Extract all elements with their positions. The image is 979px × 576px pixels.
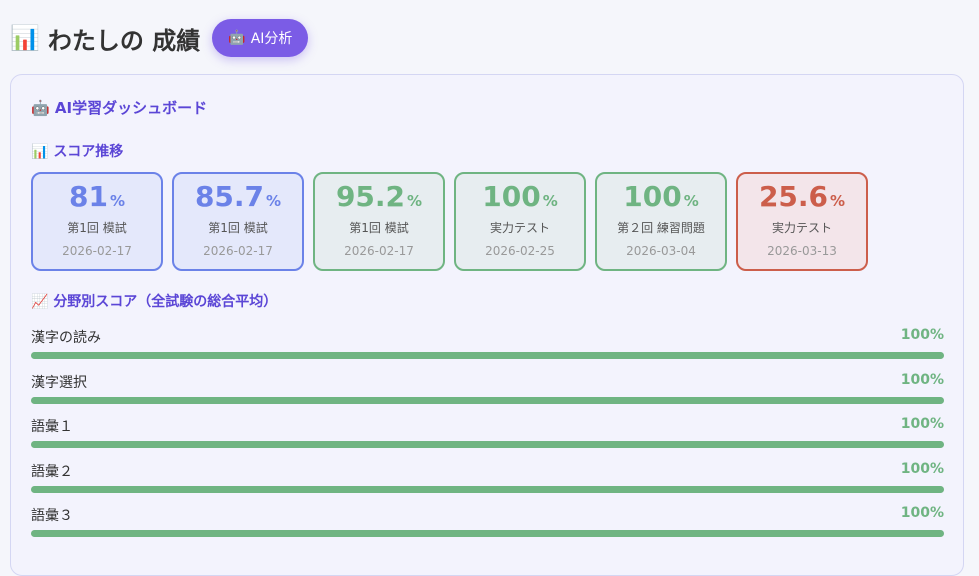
test-date: 2026-02-17: [344, 244, 414, 258]
test-name: 第1回 模試: [208, 221, 268, 235]
robot-icon: 🤖: [31, 99, 50, 117]
score-number: 100: [482, 180, 541, 213]
test-date: 2026-02-25: [485, 244, 555, 258]
subject-label: 漢字の読み: [31, 330, 101, 346]
progress-fill: [31, 441, 944, 448]
progress-bar: [31, 352, 944, 359]
dashboard-title: 🤖 AI学習ダッシュボード: [31, 97, 207, 118]
score-unit: %: [830, 192, 846, 210]
score-card[interactable]: 100% 実力テスト 2026-02-25: [454, 172, 586, 271]
score-card[interactable]: 100% 第２回 練習問題 2026-03-04: [595, 172, 727, 271]
subject-scores-title-text: 分野別スコア（全試験の総合平均）: [53, 294, 278, 310]
subject-label: 語彙２: [31, 463, 73, 480]
score-value: 100%: [597, 181, 725, 217]
progress-bar: [31, 485, 944, 493]
score-number: 81: [69, 180, 108, 213]
score-card[interactable]: 25.6% 実力テスト 2026-03-13: [736, 172, 868, 271]
score-cards: 81% 第1回 模試 2026-02-17 85.7% 第1回 模試 2026-0…: [31, 172, 868, 271]
trend-chart-icon: 📈: [31, 294, 49, 310]
page-title: 📊 わたしの 成績: [10, 21, 200, 56]
subject-row: 語彙１ 100%: [31, 414, 944, 459]
test-name: 第1回 模試: [349, 221, 409, 235]
subject-row: 漢字選択 100%: [31, 370, 944, 415]
score-trend-title: 📊 スコア推移: [31, 141, 123, 161]
subject-row: 語彙３ 100%: [31, 503, 944, 548]
progress-bar: [31, 530, 944, 537]
bar-chart-icon: 📊: [31, 144, 49, 160]
score-unit: %: [109, 192, 125, 210]
test-date: 2026-03-04: [626, 244, 696, 258]
robot-icon: 🤖: [228, 30, 246, 46]
score-number: 85.7: [194, 180, 265, 213]
subject-label: 語彙３: [31, 508, 73, 524]
subject-value: 100%: [900, 371, 944, 388]
score-value: 25.6%: [738, 181, 866, 217]
page-title-text: わたしの 成績: [47, 26, 201, 55]
score-value: 81%: [33, 181, 161, 217]
score-card[interactable]: 95.2% 第1回 模試 2026-02-17: [313, 172, 445, 271]
score-unit: %: [542, 192, 558, 210]
subject-value: 100%: [900, 505, 944, 521]
score-card[interactable]: 85.7% 第1回 模試 2026-02-17: [172, 172, 304, 271]
score-card[interactable]: 81% 第1回 模試 2026-02-17: [31, 172, 163, 271]
score-value: 85.7%: [174, 181, 302, 217]
ai-analysis-button[interactable]: 🤖 AI分析: [212, 19, 309, 57]
score-trend-title-text: スコア推移: [53, 144, 124, 160]
score-number: 100: [623, 180, 682, 213]
test-name: 実力テスト: [489, 221, 550, 235]
score-number: 95.2: [335, 180, 406, 213]
progress-bar: [31, 441, 944, 448]
progress-fill: [31, 396, 944, 404]
score-value: 100%: [456, 181, 584, 217]
subject-score-list: 漢字の読み 100% 漢字選択 100% 語彙１ 100% 語彙２ 100% 語…: [31, 325, 944, 548]
subject-scores-title: 📈 分野別スコア（全試験の総合平均）: [31, 291, 277, 311]
page-header: 📊 わたしの 成績 🤖 AI分析: [10, 18, 309, 58]
score-unit: %: [266, 192, 282, 210]
subject-label: 漢字選択: [31, 374, 87, 391]
progress-fill: [31, 352, 944, 359]
ai-dashboard-panel: 🤖 AI学習ダッシュボード 📊 スコア推移 81% 第1回 模試 2026-02…: [10, 74, 964, 576]
test-name: 第1回 模試: [67, 221, 127, 235]
score-unit: %: [407, 192, 423, 210]
progress-fill: [31, 485, 944, 493]
test-date: 2026-03-13: [767, 244, 837, 258]
test-date: 2026-02-17: [203, 244, 273, 258]
bar-chart-icon: 📊: [10, 24, 40, 52]
subject-value: 100%: [900, 460, 944, 477]
subject-value: 100%: [900, 327, 944, 343]
dashboard-title-text: AI学習ダッシュボード: [54, 99, 208, 117]
subject-value: 100%: [900, 416, 944, 432]
progress-fill: [31, 530, 944, 537]
progress-bar: [31, 396, 944, 404]
score-number: 25.6: [758, 180, 829, 213]
subject-label: 語彙１: [31, 419, 73, 435]
score-value: 95.2%: [315, 181, 443, 217]
test-date: 2026-02-17: [62, 244, 132, 258]
subject-row: 語彙２ 100%: [31, 459, 944, 504]
test-name: 実力テスト: [771, 221, 832, 235]
test-name: 第２回 練習問題: [617, 221, 705, 235]
score-unit: %: [683, 192, 699, 210]
subject-row: 漢字の読み 100%: [31, 325, 944, 370]
ai-analysis-label: AI分析: [250, 31, 293, 47]
